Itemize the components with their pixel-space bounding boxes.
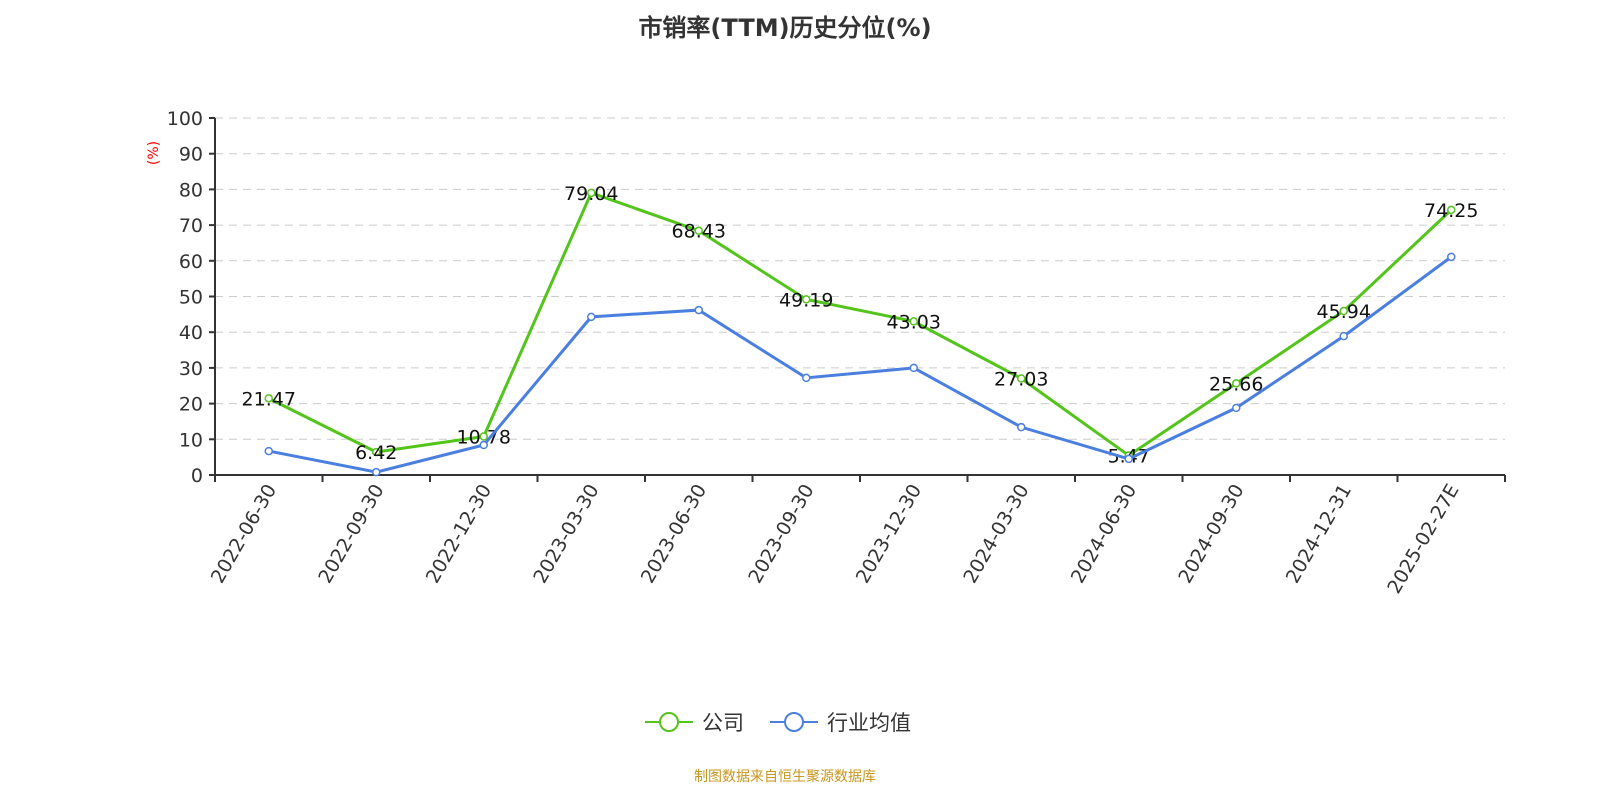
y-tick-label: 80 xyxy=(179,179,203,201)
y-tick-label: 20 xyxy=(179,394,203,416)
data-point xyxy=(1339,331,1348,341)
data-point xyxy=(694,226,703,235)
x-tick-label: 2022-12-30 xyxy=(422,481,496,588)
x-tick-label: 2023-12-30 xyxy=(852,481,926,588)
data-point xyxy=(1447,205,1456,215)
data-label: 27.03 xyxy=(994,369,1048,391)
data-point xyxy=(587,312,596,322)
data-point xyxy=(1124,454,1133,464)
data-point xyxy=(694,305,703,315)
x-tick-label: 2023-03-30 xyxy=(529,481,603,588)
data-point xyxy=(909,363,918,373)
data-label: 49.19 xyxy=(779,289,833,311)
data-point xyxy=(264,446,273,456)
y-tick-label: 10 xyxy=(179,429,203,451)
x-tick-label: 2023-09-30 xyxy=(744,481,818,588)
x-tick-label: 2022-06-30 xyxy=(207,481,281,588)
data-point xyxy=(1232,403,1241,413)
data-point xyxy=(1447,252,1456,262)
data-point xyxy=(1017,374,1026,383)
y-tick-label: 30 xyxy=(179,358,203,380)
data-point xyxy=(479,440,488,450)
x-tick-label: 2024-03-30 xyxy=(959,481,1033,588)
data-label: 21.47 xyxy=(242,388,296,410)
data-source-note: 制图数据来自恒生聚源数据库 xyxy=(694,769,876,785)
y-tick-label: 50 xyxy=(179,287,203,309)
y-axis-label: (%) xyxy=(146,141,162,165)
data-point xyxy=(587,188,596,198)
data-label: 6.42 xyxy=(355,442,397,464)
data-point xyxy=(372,447,381,457)
x-tick-label: 2024-06-30 xyxy=(1067,481,1141,588)
legend-label: 公司 xyxy=(702,711,744,735)
series-line-1 xyxy=(268,255,1453,474)
y-tick-label: 100 xyxy=(167,108,203,130)
data-point xyxy=(264,394,273,403)
legend-marker xyxy=(659,712,679,732)
x-tick-label: 2025-02-27E xyxy=(1383,481,1463,598)
data-point xyxy=(1232,379,1241,388)
data-label: 68.43 xyxy=(672,221,726,243)
y-tick-label: 0 xyxy=(191,465,203,487)
data-point xyxy=(909,317,918,326)
y-tick-label: 40 xyxy=(179,322,203,344)
data-label: 10.78 xyxy=(457,427,511,449)
legend-label: 行业均值 xyxy=(827,711,911,735)
data-point xyxy=(1339,306,1348,316)
data-label: 25.66 xyxy=(1209,373,1263,395)
data-label: 43.03 xyxy=(887,311,941,333)
data-label: 74.25 xyxy=(1424,200,1478,222)
x-tick-label: 2024-09-30 xyxy=(1174,481,1248,588)
data-point xyxy=(372,467,381,477)
data-point xyxy=(802,373,811,383)
series-line-0 xyxy=(268,190,1453,458)
x-tick-label: 2023-06-30 xyxy=(637,481,711,588)
y-tick-label: 90 xyxy=(179,144,203,166)
y-tick-label: 60 xyxy=(179,251,203,273)
x-tick-label: 2022-09-30 xyxy=(314,481,388,588)
data-point xyxy=(1017,422,1026,432)
data-label: 45.94 xyxy=(1317,301,1371,323)
y-tick-label: 70 xyxy=(179,215,203,237)
data-point xyxy=(479,432,488,441)
chart-title: 市销率(TTM)历史分位(%) xyxy=(638,14,932,42)
data-point xyxy=(802,295,811,304)
legend-marker xyxy=(784,712,804,732)
x-tick-label: 2024-12-31 xyxy=(1282,481,1356,588)
data-label: 79.04 xyxy=(564,183,618,205)
